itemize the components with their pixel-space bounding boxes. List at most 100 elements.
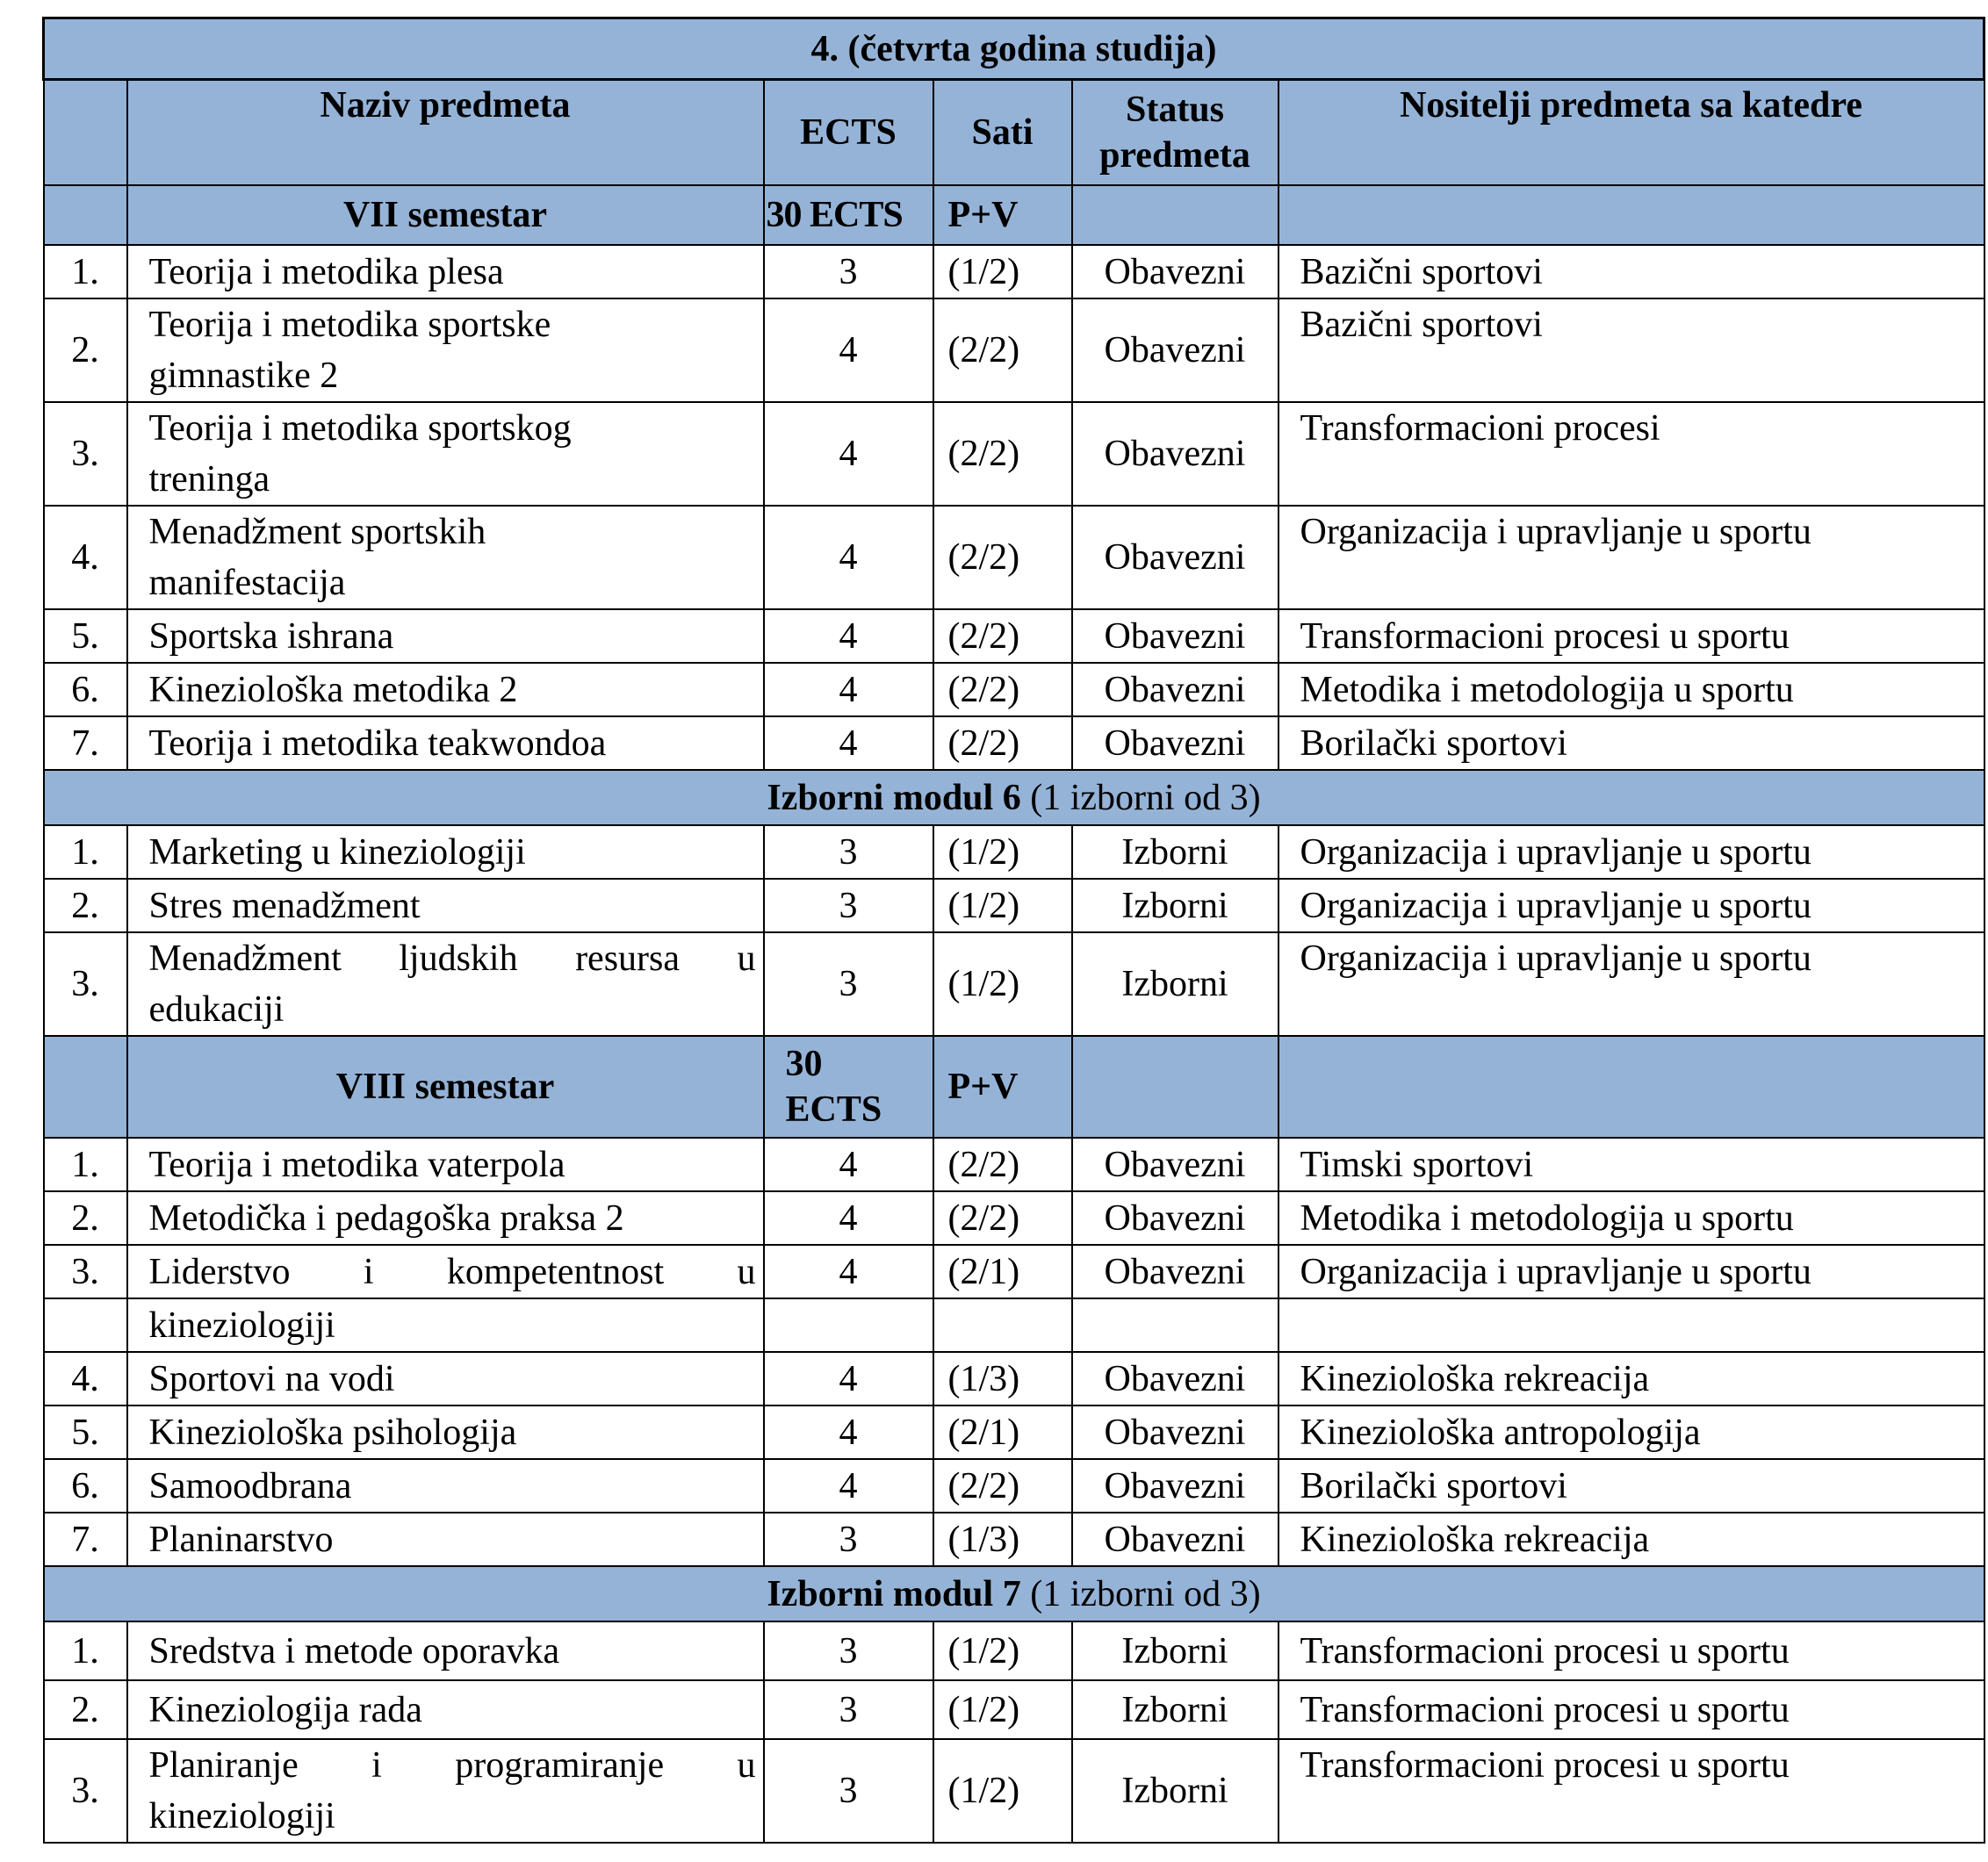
ects-value <box>762 1298 934 1353</box>
subject-name-line: Teorija i metodika teakwondoa <box>148 723 607 764</box>
header-status-line1: Status <box>1125 90 1225 130</box>
status-value: Obavezni <box>1070 244 1279 299</box>
subject-name: Teorija i metodika sportskog treninga <box>126 401 765 507</box>
sati-value: (2/1) <box>932 1405 1073 1460</box>
row-number: 3. <box>42 1244 128 1299</box>
semester-label: VII semestar <box>126 184 765 246</box>
subject-name-line: Kineziološka psihologija <box>148 1412 517 1453</box>
subject-name-line: Sredstva i metode oporavka <box>148 1630 560 1671</box>
row-number: 2. <box>42 878 128 933</box>
status-value: Izborni <box>1070 1738 1279 1844</box>
sati-value <box>932 1298 1073 1353</box>
katedra-value: Transformacioni procesi u sportu <box>1277 1621 1985 1681</box>
subject-name-line: edukaciji <box>148 989 285 1030</box>
katedra-value: Organizacija i upravljanje u sportu <box>1277 505 1985 610</box>
katedra-value: Transformacioni procesi u sportu <box>1277 608 1985 664</box>
semester-row: VIII semestar 30 ECTS P+V <box>42 1035 1985 1139</box>
status-value: Obavezni <box>1070 1244 1279 1299</box>
table-row: 6. Samoodbrana 4 (2/2) Obavezni Borilački spo… <box>42 1458 1985 1513</box>
sati-value: (1/2) <box>932 1621 1073 1681</box>
status-value: Obavezni <box>1070 505 1279 610</box>
katedra-value: Transformacioni procesi u sportu <box>1277 1738 1985 1844</box>
row-number: 5. <box>42 608 128 664</box>
semester-ects: 30 ECTS <box>762 1035 934 1139</box>
sati-value: (1/2) <box>932 878 1073 933</box>
row-number: 1. <box>42 244 128 299</box>
katedra-value: Organizacija i upravljanje u sportu <box>1277 878 1985 933</box>
subject-name-line: Liderstvo i kompetentnost u <box>148 1251 756 1292</box>
table-row: 2. Metodička i pedagoška praksa 2 4 (2/2) Ob… <box>42 1190 1985 1246</box>
row-number: 2. <box>42 1679 128 1740</box>
header-num <box>42 78 128 186</box>
sati-value: (1/2) <box>932 824 1073 880</box>
header-row: Naziv predmeta ECTS Sati Status predmeta … <box>42 78 1985 186</box>
sati-value: (2/2) <box>932 1458 1073 1513</box>
semester-row: VII semestar 30 ECTS P+V <box>42 184 1985 246</box>
katedra-value: Kineziološka rekreacija <box>1277 1512 1985 1567</box>
status-value: Izborni <box>1070 1679 1279 1740</box>
subject-name: Stres menadžment <box>126 878 765 933</box>
status-value: Obavezni <box>1070 1190 1279 1246</box>
status-value: Obavezni <box>1070 1458 1279 1513</box>
module-label: Izborni modul 7 <box>767 1573 1021 1614</box>
subject-name-line: kineziologiji <box>148 1305 335 1346</box>
status-value: Obavezni <box>1070 662 1279 717</box>
subject-name: Liderstvo i kompetentnost u <box>126 1244 765 1299</box>
module-title: Izborni modul 7 (1 izborni od 3) <box>42 1565 1985 1622</box>
subject-name-line: gimnastike 2 <box>148 356 339 396</box>
status-value: Obavezni <box>1070 715 1279 771</box>
subject-name-line: Teorija i metodika vaterpola <box>148 1144 565 1185</box>
ects-value: 3 <box>762 244 934 299</box>
ects-value: 4 <box>762 1405 934 1460</box>
module-row: Izborni modul 6 (1 izborni od 3) <box>42 769 1985 826</box>
semester-sati: P+V <box>932 184 1073 246</box>
subject-name: Teorija i metodika vaterpola <box>126 1137 765 1192</box>
table-row: 1. Teorija i metodika plesa 3 (1/2) Obavezni… <box>42 244 1985 299</box>
semester-katedra-cell <box>1277 184 1985 246</box>
header-status-line2: predmeta <box>1099 135 1250 176</box>
ects-value: 4 <box>762 298 934 403</box>
katedra-value: Timski sportovi <box>1277 1137 1985 1192</box>
semester-katedra-cell <box>1277 1035 1985 1139</box>
sati-value: (1/2) <box>932 1679 1073 1740</box>
sati-value: (2/2) <box>932 298 1073 403</box>
ects-value: 4 <box>762 1244 934 1299</box>
ects-value: 4 <box>762 1458 934 1513</box>
status-value: Izborni <box>1070 824 1279 880</box>
semester-status-cell <box>1070 184 1279 246</box>
subject-name: Kineziološka metodika 2 <box>126 662 765 717</box>
table-title: 4. (četvrta godina studija) <box>42 17 1985 81</box>
subject-name-line: Menadžment sportskih <box>148 512 486 552</box>
subject-name-line: Stres menadžment <box>148 885 421 926</box>
subject-name: Metodička i pedagoška praksa 2 <box>126 1190 765 1246</box>
table-row: 3. Liderstvo i kompetentnost u 4 (2/1) Obave… <box>42 1244 1985 1299</box>
subject-name: Sportovi na vodi <box>126 1351 765 1406</box>
row-number: 7. <box>42 715 128 771</box>
sati-value: (2/2) <box>932 608 1073 664</box>
subject-name: Kineziologija rada <box>126 1679 765 1740</box>
row-number: 3. <box>42 1738 128 1844</box>
module-note: (1 izborni od 3) <box>1020 1573 1261 1614</box>
header-sati: Sati <box>932 78 1073 186</box>
katedra-value: Transformacioni procesi <box>1277 401 1985 507</box>
semester-ects: 30 ECTS <box>762 184 934 246</box>
katedra-value: Metodika i metodologija u sportu <box>1277 1190 1985 1246</box>
subject-name: Teorija i metodika teakwondoa <box>126 715 765 771</box>
module-label: Izborni modul 6 <box>767 777 1021 818</box>
subject-name-line: Marketing u kineziologiji <box>148 831 526 873</box>
semester-ects-line: ECTS <box>785 1089 882 1130</box>
ects-value: 4 <box>762 505 934 610</box>
ects-value: 3 <box>762 1738 934 1844</box>
module-title: Izborni modul 6 (1 izborni od 3) <box>42 769 1985 826</box>
subject-name-line: treninga <box>148 459 270 500</box>
sati-value: (2/2) <box>932 715 1073 771</box>
sati-value: (2/1) <box>932 1244 1073 1299</box>
status-value: Obavezni <box>1070 1137 1279 1192</box>
sati-value: (1/2) <box>932 1738 1073 1844</box>
row-number: 2. <box>42 1190 128 1246</box>
semester-sati: P+V <box>932 1035 1073 1139</box>
header-status: Status predmeta <box>1070 78 1279 186</box>
curriculum-table: 4. (četvrta godina studija) Naziv predme… <box>42 17 1985 1844</box>
sati-value: (1/2) <box>932 931 1073 1037</box>
ects-value: 3 <box>762 1512 934 1567</box>
